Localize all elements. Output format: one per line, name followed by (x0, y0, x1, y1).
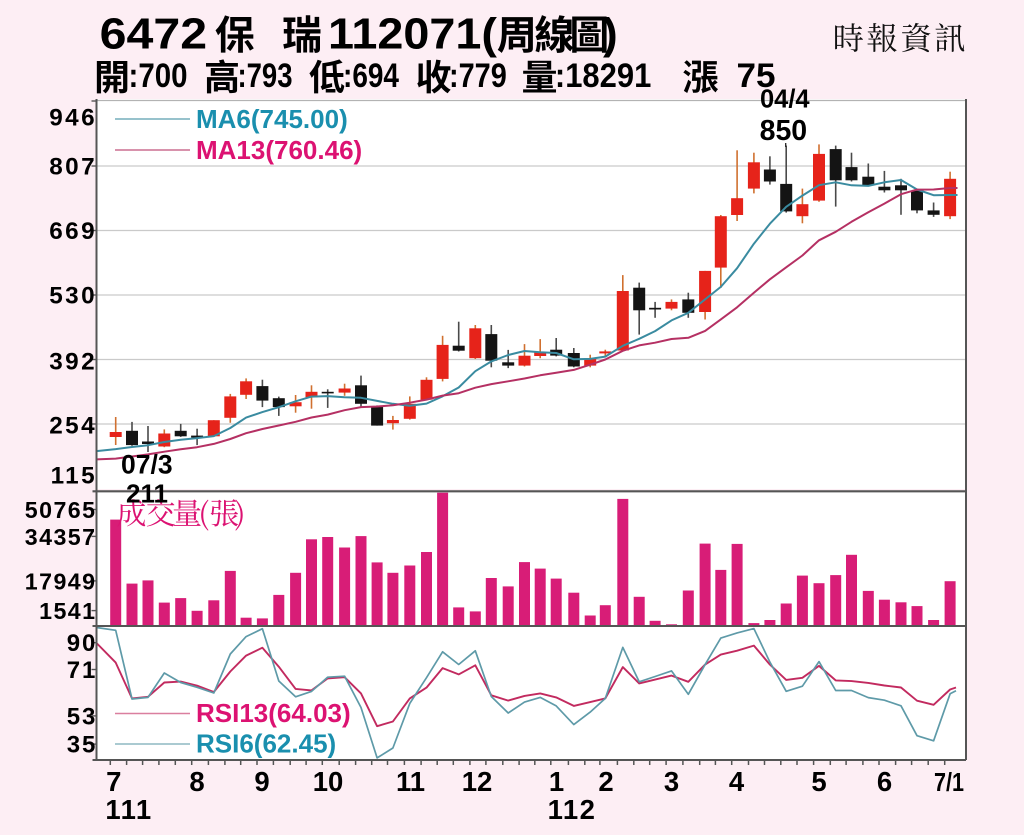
svg-text:MA6(745.00): MA6(745.00) (196, 104, 348, 134)
svg-text:254: 254 (49, 413, 97, 440)
svg-text:392: 392 (49, 349, 97, 376)
svg-text:112: 112 (548, 794, 597, 825)
svg-text:75: 75 (737, 57, 776, 95)
svg-text:35: 35 (67, 732, 98, 759)
svg-text:6: 6 (877, 766, 892, 797)
svg-text:90: 90 (67, 630, 98, 657)
svg-text:3: 3 (664, 766, 679, 797)
svg-text:17949: 17949 (25, 568, 97, 594)
svg-text:115: 115 (51, 463, 97, 490)
svg-text:8: 8 (189, 766, 204, 797)
svg-text:5: 5 (811, 766, 826, 797)
svg-text:7/1: 7/1 (934, 767, 964, 797)
svg-text:111: 111 (105, 794, 152, 825)
svg-text::793: :793 (238, 57, 293, 95)
svg-text:07/3: 07/3 (121, 449, 173, 479)
svg-text:2: 2 (598, 766, 613, 797)
svg-text::700: :700 (129, 57, 188, 95)
svg-text:6472: 6472 (100, 10, 207, 59)
svg-text:11: 11 (396, 766, 425, 797)
svg-text::694: :694 (343, 57, 399, 95)
svg-text::779: :779 (449, 57, 507, 95)
svg-text:7: 7 (106, 766, 121, 797)
svg-text:04/4: 04/4 (760, 85, 810, 113)
svg-text:1541: 1541 (39, 598, 96, 624)
svg-text:669: 669 (49, 218, 97, 245)
svg-text:RSI6(62.45): RSI6(62.45) (196, 729, 336, 759)
svg-text:71: 71 (67, 657, 98, 684)
svg-text:1: 1 (549, 766, 564, 797)
svg-text:MA13(760.46): MA13(760.46) (196, 135, 362, 165)
svg-text:53: 53 (67, 703, 98, 730)
svg-text:10: 10 (313, 766, 344, 797)
svg-text:12: 12 (462, 766, 493, 797)
svg-text:34357: 34357 (25, 524, 97, 550)
svg-text:50765: 50765 (25, 497, 97, 523)
svg-text:211: 211 (126, 479, 168, 509)
svg-text::18291: :18291 (555, 57, 651, 95)
svg-text:RSI13(64.03): RSI13(64.03) (196, 698, 351, 728)
svg-text:4: 4 (729, 766, 745, 797)
svg-text:112071(: 112071( (328, 10, 497, 59)
svg-text:850: 850 (760, 115, 808, 147)
svg-text:807: 807 (49, 154, 97, 181)
svg-text:): ) (603, 10, 618, 59)
svg-text:9: 9 (254, 766, 269, 797)
svg-text:530: 530 (49, 283, 97, 310)
svg-text:946: 946 (49, 105, 97, 132)
